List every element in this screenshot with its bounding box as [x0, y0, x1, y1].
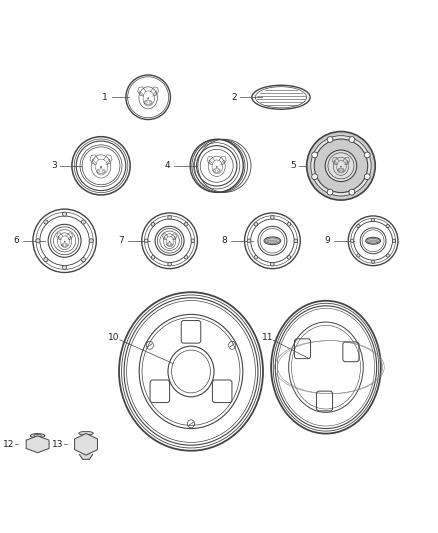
Circle shape — [371, 260, 375, 263]
Circle shape — [64, 241, 65, 242]
Circle shape — [247, 239, 251, 243]
Circle shape — [314, 139, 367, 192]
Circle shape — [327, 189, 333, 195]
Polygon shape — [74, 433, 98, 455]
Circle shape — [327, 136, 333, 142]
Circle shape — [81, 257, 85, 262]
Circle shape — [151, 222, 155, 226]
Circle shape — [357, 254, 360, 257]
Circle shape — [191, 239, 195, 243]
Text: 4: 4 — [165, 161, 170, 171]
Circle shape — [287, 222, 291, 226]
Circle shape — [392, 239, 396, 243]
Circle shape — [287, 255, 291, 259]
Circle shape — [168, 215, 171, 219]
Circle shape — [100, 166, 102, 168]
Circle shape — [371, 219, 375, 222]
Circle shape — [364, 174, 370, 180]
Circle shape — [63, 212, 67, 216]
Circle shape — [364, 152, 370, 158]
Circle shape — [63, 265, 67, 270]
Circle shape — [271, 262, 274, 266]
Circle shape — [386, 224, 389, 228]
Circle shape — [151, 255, 155, 259]
Circle shape — [294, 239, 297, 243]
Text: 3: 3 — [51, 161, 57, 171]
Circle shape — [81, 220, 85, 224]
Circle shape — [148, 98, 149, 99]
Circle shape — [36, 239, 40, 243]
Polygon shape — [26, 436, 49, 453]
Text: 8: 8 — [222, 236, 227, 245]
Text: 13: 13 — [52, 440, 63, 449]
Circle shape — [145, 239, 148, 243]
Text: 6: 6 — [13, 236, 19, 245]
Circle shape — [311, 136, 371, 196]
Circle shape — [349, 136, 355, 142]
Circle shape — [386, 254, 389, 257]
Text: 7: 7 — [118, 236, 124, 245]
Circle shape — [168, 262, 171, 266]
Text: 11: 11 — [261, 333, 273, 342]
Circle shape — [44, 257, 48, 262]
Text: 12: 12 — [3, 440, 14, 449]
Circle shape — [271, 215, 274, 219]
Circle shape — [312, 174, 318, 180]
Text: 10: 10 — [108, 333, 120, 342]
Circle shape — [89, 239, 93, 243]
Circle shape — [44, 220, 48, 224]
Circle shape — [184, 222, 188, 226]
Circle shape — [349, 189, 355, 195]
Circle shape — [254, 222, 258, 226]
Circle shape — [169, 241, 170, 242]
Circle shape — [216, 166, 217, 167]
Polygon shape — [79, 455, 92, 459]
Text: 5: 5 — [290, 161, 296, 171]
Circle shape — [254, 255, 258, 259]
Ellipse shape — [79, 431, 93, 435]
Ellipse shape — [366, 237, 381, 244]
Text: 2: 2 — [231, 93, 237, 102]
Circle shape — [357, 224, 360, 228]
Circle shape — [325, 150, 357, 182]
Text: 9: 9 — [325, 236, 330, 245]
Circle shape — [350, 239, 354, 243]
Circle shape — [184, 255, 188, 259]
Text: 1: 1 — [102, 93, 108, 102]
Ellipse shape — [264, 237, 281, 245]
Ellipse shape — [30, 433, 45, 438]
Circle shape — [312, 152, 318, 158]
Circle shape — [307, 132, 375, 200]
Circle shape — [340, 166, 342, 167]
